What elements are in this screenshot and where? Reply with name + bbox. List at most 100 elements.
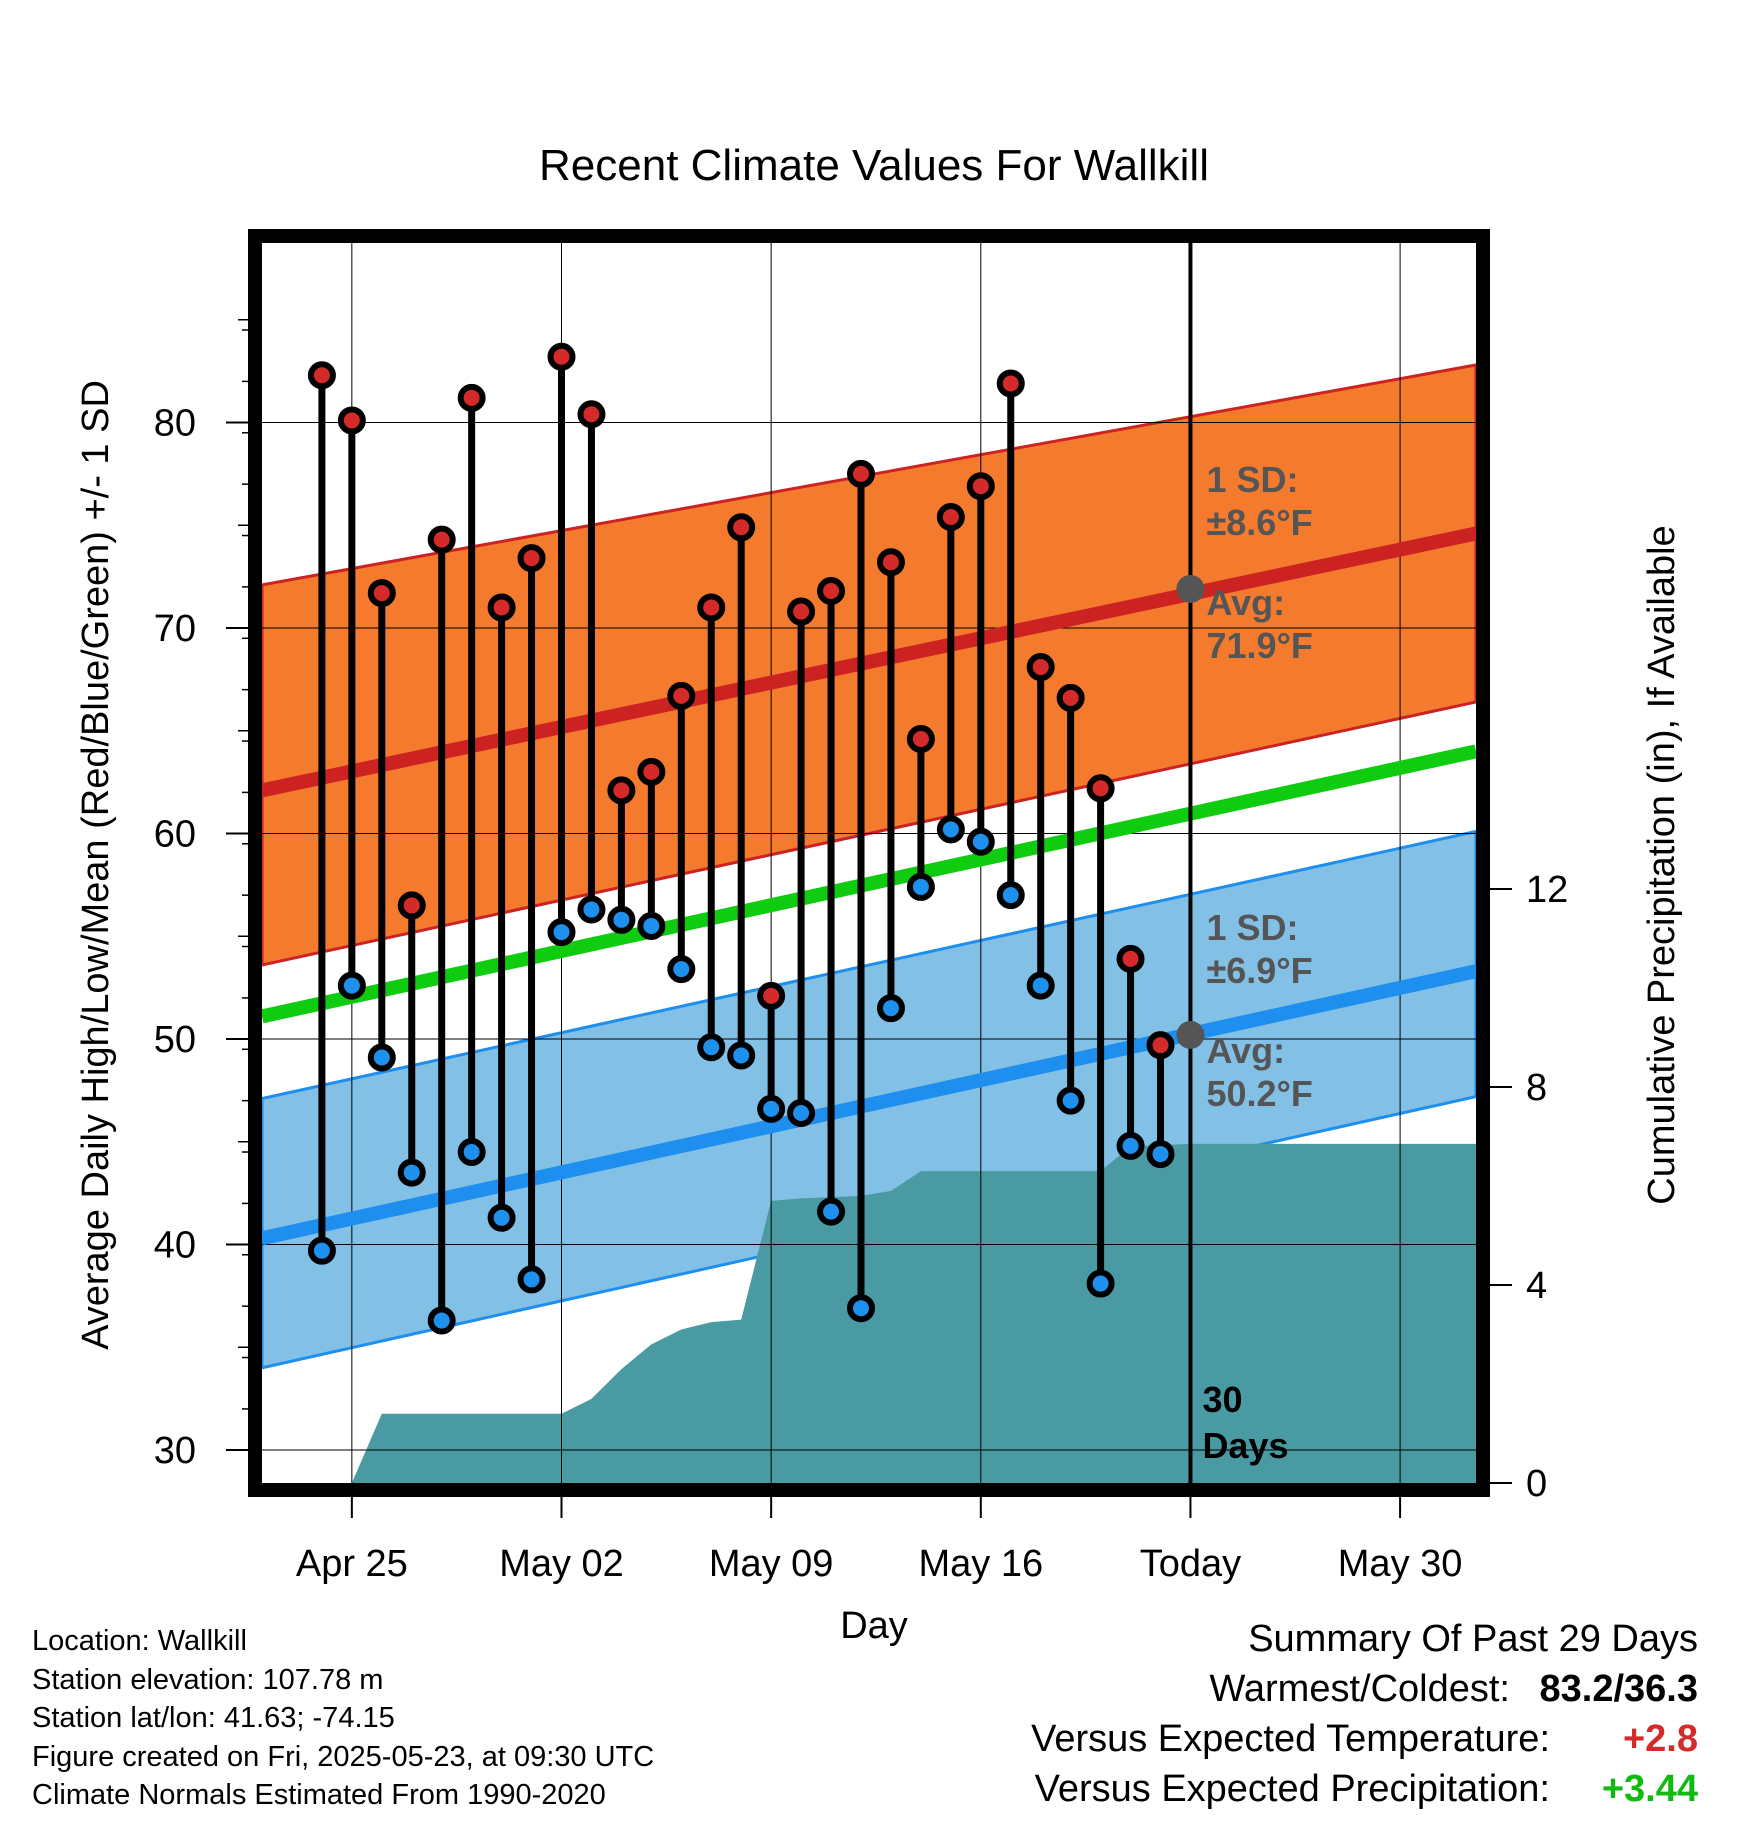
low-temp-point [1146,1140,1175,1169]
high-temp-point [457,383,486,412]
today-low-avg-point [1176,1020,1205,1049]
y2-tick-label: 0 [1526,1463,1547,1505]
summary-heading: Summary Of Past 29 Days [1248,1618,1698,1660]
low-temp-point [307,1236,336,1265]
low-temp-point [697,1033,726,1062]
window-label-number: 30 [1202,1379,1242,1420]
latlon-text: Station lat/lon: 41.63; -74.15 [32,1702,395,1734]
y-tick-label: 80 [154,403,196,445]
x-axis-label: Day [840,1605,908,1647]
high-temp-point [697,593,726,622]
low-temp-point [817,1197,846,1226]
y-tick-label: 40 [154,1225,196,1267]
low-temp-point [397,1158,426,1187]
low-temp-point [787,1098,816,1127]
high-temp-point [996,369,1025,398]
y-tick-label: 50 [154,1019,196,1061]
precip-label: Versus Expected Precipitation: [1034,1768,1550,1810]
low-temp-point [876,994,905,1023]
low-temp-point [906,872,935,901]
warm-cold-value: 83.2/36.3 [1539,1668,1698,1710]
high-temp-point [787,597,816,626]
x-tick-label: Today [1140,1543,1241,1585]
high-temp-point [427,525,456,554]
low-temp-point [727,1041,756,1070]
low-temp-point [637,911,666,940]
high-temp-point [307,361,336,390]
high-temp-point [757,981,786,1010]
y2-tick-label: 4 [1526,1265,1547,1307]
y-tick-label: 60 [154,814,196,856]
low-temp-point [457,1138,486,1167]
y-axis-label-right: Cumulative Precipitation (in), If Availa… [1641,525,1683,1204]
y-tick-label: 70 [154,608,196,650]
low-temp-point [1056,1086,1085,1115]
high-avg-value: 71.9°F [1206,625,1312,666]
low-temp-point [1086,1269,1115,1298]
location-text: Location: Wallkill [32,1625,247,1657]
low-temp-point [847,1294,875,1323]
low-avg-line [262,964,1476,1246]
window-label-unit: Days [1202,1425,1288,1466]
high-temp-point [876,548,905,577]
low-temp-point [966,827,995,856]
high-temp-point [517,544,546,573]
high-temp-point [1056,683,1085,712]
y2-tick-label: 8 [1526,1067,1547,1109]
high-sd-label: 1 SD: [1206,459,1298,500]
high-temp-point [367,579,396,608]
precip-area [351,1143,1476,1483]
low-temp-point [337,971,366,1000]
high-temp-point [727,513,756,542]
high-temp-point [547,342,576,371]
low-temp-point [607,905,636,934]
high-avg-line [262,526,1476,798]
low-temp-point [936,815,965,844]
low-avg-value: 50.2°F [1206,1073,1312,1114]
elevation-text: Station elevation: 107.78 m [32,1663,384,1696]
y-tick-label: 30 [154,1430,196,1472]
x-tick-label: Apr 25 [296,1543,408,1585]
high-temp-point [847,459,875,488]
x-tick-label: May 09 [709,1543,834,1585]
high-temp-point [1116,944,1145,973]
low-temp-point [577,895,606,924]
high-temp-point [397,891,426,920]
summary-precip: Versus Expected Precipitation: +3.44 [1031,1764,1698,1814]
plot-frame [248,229,1490,1497]
summary-warm-cold: Warmest/Coldest: 83.2/36.3 [1031,1664,1698,1714]
summary-panel: Summary Of Past 29 Days Warmest/Coldest:… [1031,1614,1698,1814]
temp-value: +2.8 [1622,1718,1698,1760]
y2-tick-label: 12 [1526,869,1568,911]
high-temp-point [966,472,995,501]
temp-label: Versus Expected Temperature: [1031,1718,1550,1760]
low-sd-value: ±6.9°F [1206,950,1312,991]
low-temp-point [757,1094,786,1123]
chart-title: Recent Climate Values For Wallkill [539,141,1209,190]
high-temp-point [1146,1031,1175,1060]
precip-value: +3.44 [1601,1768,1698,1810]
low-temp-point [517,1265,546,1294]
low-temp-point [1116,1131,1145,1160]
high-sd-value: ±8.6°F [1206,502,1312,543]
normals-text: Climate Normals Estimated From 1990-2020 [32,1779,606,1811]
low-avg-label: Avg: [1206,1030,1285,1071]
high-temp-point [817,577,846,606]
high-temp-point [637,757,666,786]
high-temp-point [906,724,935,753]
x-tick-label: May 30 [1338,1543,1463,1585]
low-temp-point [427,1306,456,1335]
low-temp-point [667,955,696,984]
high-temp-point [936,503,965,532]
mean-avg-line [262,744,1476,1024]
y-axis-label-left: Average Daily High/Low/Mean (Red/Blue/Gr… [75,380,117,1350]
high-temp-point [337,406,366,435]
low-temp-point [996,881,1025,910]
low-temp-point [487,1203,516,1232]
high-temp-point [1086,774,1115,803]
low-sd-label: 1 SD: [1206,907,1298,948]
x-tick-label: May 16 [918,1543,1043,1585]
